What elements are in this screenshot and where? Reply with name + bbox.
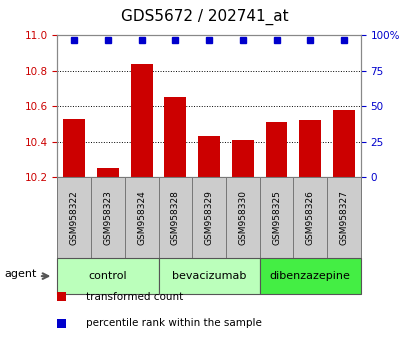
Bar (97, 168, 119, 177)
Text: GDS5672 / 202741_at: GDS5672 / 202741_at (121, 9, 288, 25)
Text: GSM958324: GSM958324 (137, 190, 146, 245)
Bar (124, 177, 158, 258)
Bar (259, 258, 360, 294)
Bar (63, 119, 85, 177)
Text: GSM958327: GSM958327 (339, 190, 348, 245)
Text: agent: agent (4, 269, 36, 279)
Bar (158, 177, 192, 258)
Bar (91, 177, 124, 258)
Text: GSM958329: GSM958329 (204, 190, 213, 245)
Bar (57, 258, 158, 294)
Bar (57, 177, 91, 258)
Text: bevacizumab: bevacizumab (171, 271, 246, 281)
Text: GSM958325: GSM958325 (271, 190, 280, 245)
Text: GSM958328: GSM958328 (171, 190, 180, 245)
Bar (158, 258, 259, 294)
Text: GSM958322: GSM958322 (70, 190, 79, 245)
Text: GSM958326: GSM958326 (305, 190, 314, 245)
Bar (299, 120, 320, 177)
Bar (265, 122, 287, 177)
Bar (130, 64, 152, 177)
Text: control: control (88, 271, 127, 281)
Text: GSM958330: GSM958330 (238, 190, 247, 245)
Text: transformed count: transformed count (86, 292, 183, 302)
Bar (326, 177, 360, 258)
Bar (332, 110, 354, 177)
Bar (192, 177, 225, 258)
Text: GSM958323: GSM958323 (103, 190, 112, 245)
Bar (293, 177, 326, 258)
Text: dibenzazepine: dibenzazepine (269, 271, 350, 281)
Bar (259, 177, 293, 258)
Bar (231, 140, 253, 177)
Text: percentile rank within the sample: percentile rank within the sample (86, 318, 261, 328)
Bar (225, 177, 259, 258)
Bar (164, 97, 186, 177)
Bar (198, 136, 220, 177)
